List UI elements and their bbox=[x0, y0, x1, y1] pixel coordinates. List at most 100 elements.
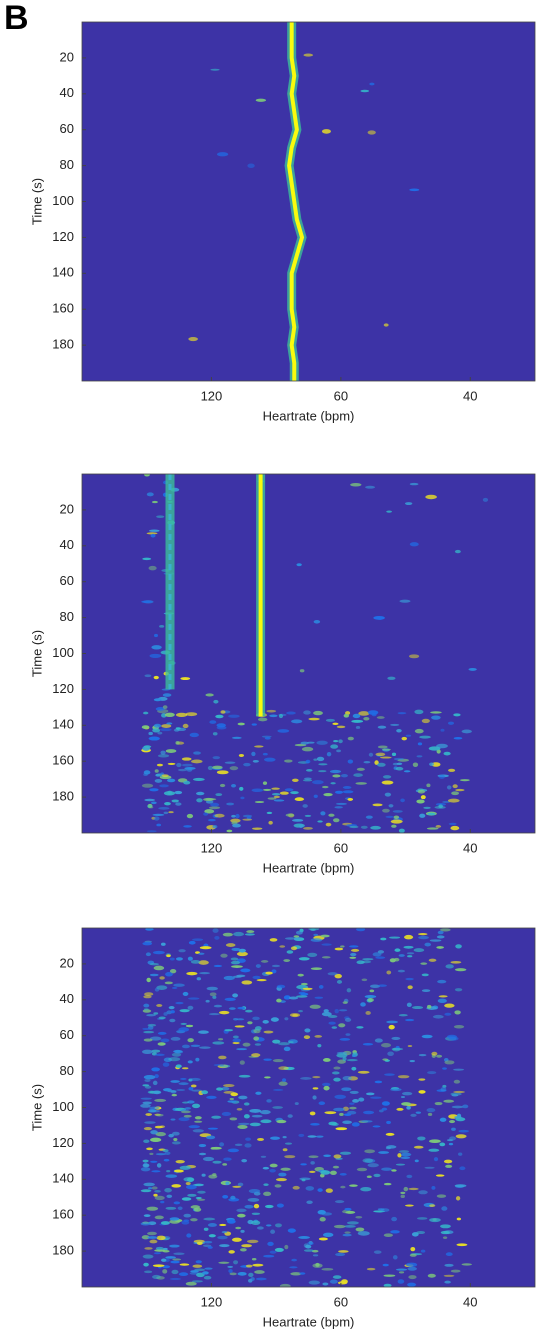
noise-speck bbox=[205, 1135, 216, 1140]
noise-speck bbox=[224, 997, 236, 1001]
noise-speck bbox=[412, 762, 419, 768]
noise-speck bbox=[194, 1120, 203, 1123]
noise-speck bbox=[143, 770, 151, 775]
noise-speck bbox=[189, 1077, 201, 1081]
noise-speck bbox=[150, 1160, 158, 1163]
noise-speck bbox=[416, 755, 423, 758]
noise-speck bbox=[238, 948, 246, 953]
noise-speck bbox=[413, 948, 425, 953]
heatmap-background bbox=[82, 22, 535, 381]
x-tick-label: 40 bbox=[463, 1294, 477, 1309]
noise-speck bbox=[278, 1081, 288, 1086]
noise-speck bbox=[338, 1250, 349, 1253]
noise-speck bbox=[429, 1139, 441, 1144]
noise-speck bbox=[148, 806, 154, 809]
noise-speck bbox=[426, 783, 431, 788]
y-tick-label: 140 bbox=[52, 717, 74, 732]
noise-speck bbox=[424, 1166, 435, 1169]
noise-speck bbox=[182, 1044, 190, 1049]
noise-speck bbox=[192, 1264, 203, 1268]
noise-speck bbox=[349, 945, 359, 948]
noise-speck bbox=[181, 1197, 192, 1201]
noise-speck bbox=[347, 797, 354, 801]
noise-speck bbox=[175, 1160, 185, 1164]
noise-speck bbox=[231, 947, 241, 951]
noise-speck bbox=[175, 1064, 182, 1068]
noise-speck bbox=[303, 53, 314, 57]
noise-speck bbox=[207, 1127, 219, 1130]
noise-speck bbox=[438, 774, 445, 780]
noise-speck bbox=[320, 934, 330, 938]
noise-speck bbox=[370, 825, 381, 830]
noise-speck bbox=[198, 1143, 207, 1148]
noise-speck bbox=[266, 709, 277, 713]
noise-speck bbox=[179, 1165, 191, 1170]
noise-speck bbox=[230, 957, 239, 961]
noise-speck bbox=[265, 971, 273, 975]
noise-speck bbox=[198, 1152, 207, 1156]
noise-speck bbox=[149, 653, 162, 658]
noise-speck bbox=[233, 1260, 239, 1265]
noise-speck bbox=[421, 718, 430, 724]
noise-speck bbox=[168, 1005, 175, 1010]
noise-speck bbox=[390, 1087, 402, 1092]
noise-speck bbox=[223, 1084, 235, 1088]
noise-speck bbox=[160, 1200, 165, 1204]
noise-speck bbox=[290, 946, 298, 951]
noise-speck bbox=[327, 972, 338, 976]
noise-speck bbox=[260, 1119, 272, 1124]
noise-speck bbox=[159, 625, 165, 628]
noise-speck bbox=[216, 770, 229, 775]
noise-speck bbox=[191, 1280, 203, 1283]
noise-speck bbox=[241, 980, 253, 985]
noise-speck bbox=[171, 1184, 182, 1188]
noise-speck bbox=[225, 943, 236, 947]
noise-speck bbox=[302, 779, 313, 782]
noise-speck bbox=[303, 710, 311, 715]
noise-speck bbox=[305, 759, 311, 764]
noise-speck bbox=[454, 988, 463, 992]
noise-speck bbox=[171, 799, 179, 803]
noise-speck bbox=[332, 1275, 342, 1279]
noise-speck bbox=[187, 1005, 194, 1010]
noise-speck bbox=[400, 1191, 406, 1195]
noise-speck bbox=[342, 786, 352, 789]
noise-speck bbox=[227, 1265, 234, 1268]
noise-speck bbox=[173, 1252, 185, 1256]
noise-speck bbox=[251, 1053, 261, 1057]
noise-speck bbox=[257, 717, 268, 722]
noise-speck bbox=[160, 750, 166, 755]
noise-speck bbox=[168, 1057, 181, 1062]
noise-speck bbox=[221, 1086, 230, 1091]
noise-speck bbox=[455, 1196, 461, 1201]
noise-speck bbox=[262, 1166, 270, 1170]
noise-speck bbox=[206, 1095, 217, 1100]
noise-speck bbox=[282, 1078, 287, 1082]
noise-speck bbox=[164, 712, 175, 717]
noise-speck bbox=[363, 761, 371, 764]
y-tick-label: 60 bbox=[60, 573, 74, 588]
noise-speck bbox=[335, 1127, 348, 1131]
noise-speck bbox=[199, 972, 211, 975]
noise-speck bbox=[321, 1212, 333, 1216]
noise-speck bbox=[175, 1001, 184, 1005]
noise-speck bbox=[400, 1194, 405, 1199]
noise-speck bbox=[307, 741, 315, 744]
noise-speck bbox=[448, 822, 457, 826]
noise-speck bbox=[278, 1066, 289, 1070]
noise-speck bbox=[230, 1195, 236, 1200]
noise-speck bbox=[393, 815, 400, 819]
noise-speck bbox=[143, 1139, 150, 1143]
noise-speck bbox=[429, 1217, 441, 1223]
noise-speck bbox=[274, 1184, 282, 1188]
noise-speck bbox=[149, 1239, 158, 1244]
noise-speck bbox=[420, 962, 428, 965]
noise-speck bbox=[418, 1078, 426, 1081]
plot-area bbox=[82, 22, 535, 381]
noise-speck bbox=[235, 813, 240, 819]
noise-speck bbox=[332, 1165, 340, 1169]
noise-speck bbox=[317, 1043, 322, 1048]
noise-speck bbox=[252, 759, 259, 763]
noise-speck bbox=[339, 1172, 347, 1176]
